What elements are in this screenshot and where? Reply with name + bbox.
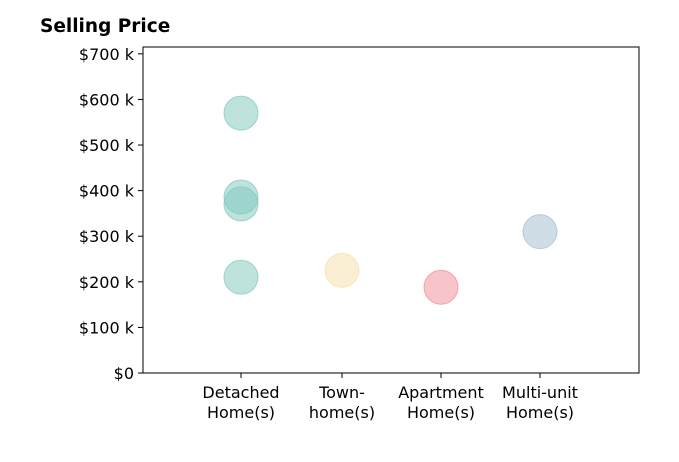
y-tick-label: $400 k <box>79 182 135 201</box>
y-axis: $0 $100 k $200 k $300 k $400 k $500 k $600 k $7… <box>79 45 143 383</box>
x-axis: DetachedHome(s)Town-home(s)ApartmentHome… <box>202 373 578 422</box>
data-point <box>223 95 259 131</box>
y-tick-label: $600 k <box>79 90 135 109</box>
data-points <box>223 95 558 305</box>
data-point <box>522 214 558 250</box>
x-tick-label: Home(s) <box>207 403 275 422</box>
y-tick-label: $200 k <box>79 273 135 292</box>
x-tick-label: Home(s) <box>506 403 574 422</box>
chart-title: Selling Price <box>40 16 171 37</box>
data-point <box>423 269 459 305</box>
y-tick-label: $100 k <box>79 318 135 337</box>
data-point <box>324 252 360 288</box>
x-tick-label: Detached <box>202 383 279 402</box>
x-tick-label: Home(s) <box>407 403 475 422</box>
y-tick-label: $700 k <box>79 45 135 64</box>
y-tick-label: $300 k <box>79 227 135 246</box>
plot-frame <box>142 46 640 374</box>
data-point <box>223 186 259 222</box>
x-tick-label: home(s) <box>309 403 375 422</box>
y-tick-label: $0 <box>114 364 134 383</box>
x-tick-label: Multi-unit <box>502 383 578 402</box>
y-tick-label: $500 k <box>79 136 135 155</box>
data-point <box>223 259 259 295</box>
x-tick-label: Apartment <box>398 383 484 402</box>
x-tick-label: Town- <box>318 383 365 402</box>
